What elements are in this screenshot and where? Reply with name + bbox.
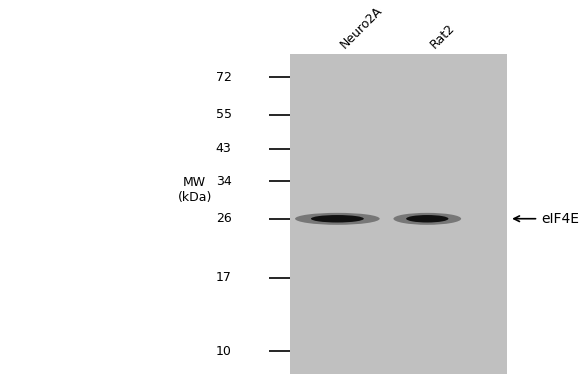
Text: 55: 55 <box>215 108 232 121</box>
Text: 72: 72 <box>216 71 232 84</box>
Text: eIF4E: eIF4E <box>541 212 579 226</box>
Text: 34: 34 <box>216 175 232 188</box>
Text: 17: 17 <box>216 271 232 284</box>
Text: 43: 43 <box>216 143 232 155</box>
Text: 26: 26 <box>216 212 232 225</box>
Ellipse shape <box>295 213 379 225</box>
Text: MW
(kDa): MW (kDa) <box>178 176 212 204</box>
Ellipse shape <box>393 213 461 225</box>
Text: 10: 10 <box>216 345 232 358</box>
Text: Neuro2A: Neuro2A <box>338 4 385 51</box>
Bar <box>290 54 506 374</box>
Ellipse shape <box>311 215 364 223</box>
Text: Rat2: Rat2 <box>427 22 457 51</box>
Ellipse shape <box>406 215 449 223</box>
